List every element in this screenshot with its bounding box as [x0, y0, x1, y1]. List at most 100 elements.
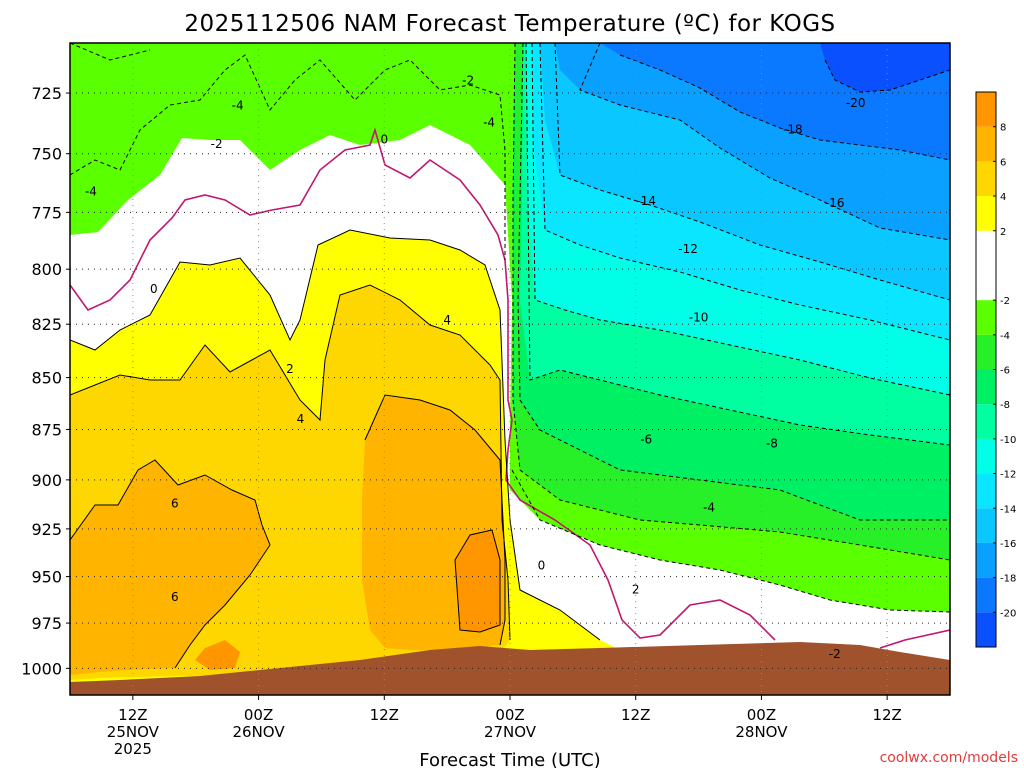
- contour-label: -20: [846, 96, 866, 110]
- y-axis-pressure: 725 750 775 800 825 850 875 900 925 950 975 1000: [21, 84, 70, 678]
- contour-line-neg6: [517, 43, 950, 521]
- colorbar-swatch: [976, 92, 996, 127]
- x-tick-label: 12Z: [370, 706, 399, 724]
- y-tick-label: 800: [31, 260, 62, 279]
- y-tick-label: 850: [31, 369, 62, 388]
- credit-link[interactable]: coolwx.com/models: [880, 750, 1018, 766]
- contour-line-neg10: [531, 43, 950, 396]
- contour-line-6: [70, 459, 271, 669]
- x-tick-label: 28NOV: [735, 723, 788, 741]
- x-tick-label: 25NOV: [107, 723, 160, 741]
- colorbar-swatch: [976, 300, 996, 335]
- contour-zero-isotherm-1: [70, 127, 509, 311]
- y-tick-label: 900: [31, 471, 62, 490]
- contour-line-neg14: [554, 43, 950, 301]
- contour-labels: -2 -4 -4 -2 -4 0 0 2 4 4 6 6 0 2 -2 -4 -6 -8 -10 -12 -14 -16 -…: [85, 74, 866, 661]
- contour-label: 0: [150, 282, 158, 296]
- chart-title: 2025112506 NAM Forecast Temperature (ºC)…: [184, 11, 835, 37]
- colorbar-swatch: [976, 334, 996, 370]
- colorbar-swatch: [976, 161, 996, 197]
- contour-line-neg8: [525, 43, 950, 446]
- y-tick-label: 1000: [21, 659, 62, 678]
- contour-label: -18: [783, 123, 803, 137]
- colorbar-swatch: [976, 577, 996, 613]
- y-tick-label: 925: [31, 520, 62, 539]
- contour-label: -14: [636, 194, 656, 208]
- contour-line-neg12: [539, 43, 950, 341]
- contour-label: -4: [703, 500, 715, 514]
- contour-label: -16: [825, 196, 845, 210]
- colorbar-label: -8: [1000, 400, 1010, 411]
- fill-region-band-10: [195, 530, 500, 670]
- contour-label: -10: [689, 311, 709, 325]
- fill-region-band-neg20: [820, 43, 950, 92]
- colorbar-label: 2: [1000, 227, 1006, 238]
- contour-label: -4: [483, 115, 495, 129]
- y-tick-label: 825: [31, 315, 62, 334]
- contour-line-neg16: [579, 43, 950, 241]
- colorbar-label: -16: [1000, 539, 1016, 550]
- contour-line-8: [454, 529, 501, 633]
- colorbar-label: 8: [1000, 123, 1006, 134]
- x-tick-label: 26NOV: [233, 723, 286, 741]
- colorbar-label: -2: [1000, 296, 1010, 307]
- contour-line-neg4: [70, 43, 950, 561]
- fill-region-band-8: [70, 395, 505, 675]
- contour-label: 6: [171, 497, 179, 511]
- y-tick-label: 725: [31, 84, 62, 103]
- colorbar-swatch: [976, 542, 996, 578]
- colorbar-swatch: [976, 196, 996, 231]
- contour-label: -12: [678, 242, 698, 256]
- x-tick-label: 12Z: [872, 706, 901, 724]
- x-tick-label: 12Z: [118, 706, 147, 724]
- colorbar-swatch: [976, 473, 996, 509]
- contour-line-neg2: [70, 54, 950, 613]
- contour-label: -4: [85, 184, 97, 198]
- contour-zero-isotherm-2: [505, 300, 776, 641]
- contour-label: 0: [538, 558, 546, 572]
- colorbar-label: -6: [1000, 366, 1010, 377]
- colorbar-swatch: [976, 230, 996, 301]
- colorbar-label: -20: [1000, 608, 1016, 619]
- y-tick-label: 775: [31, 203, 62, 222]
- colorbar-label: -12: [1000, 470, 1016, 481]
- x-tick-label: 00Z: [495, 706, 524, 724]
- contour-label: 4: [443, 313, 451, 327]
- contour-label: -6: [640, 433, 652, 447]
- y-tick-label: 950: [31, 568, 62, 587]
- x-axis-label: Forecast Time (UTC): [419, 750, 600, 768]
- contour-line-4: [70, 284, 511, 641]
- colorbar-swatch: [976, 369, 996, 405]
- y-tick-label: 750: [31, 145, 62, 164]
- contour-label: 0: [380, 132, 388, 146]
- colorbar-label: 4: [1000, 192, 1006, 203]
- negative-contours: [70, 43, 950, 613]
- y-tick-label: 975: [31, 614, 62, 633]
- contour-label: -2: [829, 647, 841, 661]
- x-tick-label: 27NOV: [484, 723, 537, 741]
- contour-line-neg18: [619, 54, 950, 161]
- x-tick-label: 00Z: [747, 706, 776, 724]
- terrain-ground: [70, 642, 950, 695]
- colorbar-label: 6: [1000, 157, 1006, 168]
- colorbar-swatch: [976, 612, 996, 647]
- colorbar-label: -14: [1000, 504, 1016, 515]
- contour-label: -4: [232, 98, 244, 112]
- colorbar-swatch: [976, 508, 996, 543]
- x-tick-label: 00Z: [244, 706, 273, 724]
- grid-lines: [70, 43, 950, 695]
- colorbar-swatch: [976, 404, 996, 439]
- colorbar-label: -4: [1000, 331, 1010, 342]
- temperature-field: -2 -4 -4 -2 -4 0 0 2 4 4 6 6 0 2 -2 -4 -6 -8 -10 -12 -14 -16 -…: [70, 43, 950, 695]
- contour-label: 2: [286, 362, 294, 376]
- x-tick-label: 12Z: [621, 706, 650, 724]
- contour-label: -8: [766, 437, 778, 451]
- contour-label: 4: [297, 412, 305, 426]
- colorbar-swatch: [976, 126, 996, 162]
- contour-line-neg20: [824, 59, 950, 93]
- contour-label: -2: [211, 137, 223, 151]
- contour-line-6b: [364, 394, 506, 646]
- colorbar-label: -10: [1000, 435, 1016, 446]
